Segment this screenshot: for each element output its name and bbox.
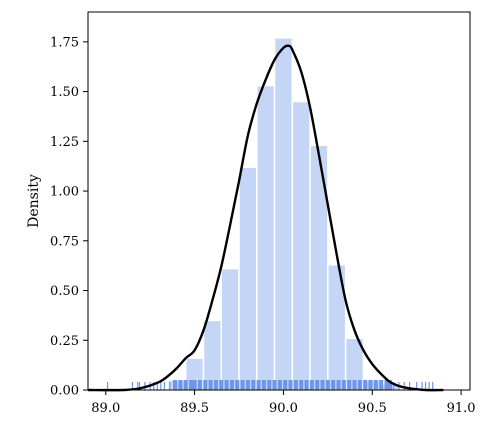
histogram-bar bbox=[291, 100, 311, 391]
histogram-bar bbox=[309, 144, 329, 391]
plot-frame bbox=[87, 11, 471, 391]
y-tick-label: 0.25 bbox=[50, 334, 79, 349]
rug-marks bbox=[106, 380, 434, 390]
histogram-bars bbox=[167, 37, 400, 391]
y-tick-label: 0.75 bbox=[50, 234, 79, 249]
y-tick-label: 1.50 bbox=[50, 85, 79, 100]
histogram-bar bbox=[202, 319, 223, 391]
y-tick-label: 0.00 bbox=[50, 384, 79, 399]
kde-curve-group bbox=[87, 44, 444, 392]
y-axis-label: Density bbox=[26, 174, 42, 228]
kde-curve bbox=[87, 44, 444, 392]
histogram-bar bbox=[220, 267, 240, 391]
histogram-bar bbox=[238, 166, 258, 391]
x-tick-label: 90.5 bbox=[358, 401, 387, 416]
histogram-bar bbox=[273, 37, 294, 391]
x-axis-ticks: 89.0 89.5 90.0 90.5 91.0 bbox=[91, 390, 476, 416]
y-axis-ticks: 0.00 0.25 0.50 0.75 1.00 1.25 1.50 1.75 bbox=[50, 35, 88, 399]
y-tick-label: 1.00 bbox=[50, 185, 79, 200]
x-tick-label: 89.0 bbox=[91, 401, 120, 416]
y-tick-label: 1.25 bbox=[50, 135, 79, 150]
x-tick-label: 89.5 bbox=[180, 401, 209, 416]
x-tick-label: 90.0 bbox=[269, 401, 298, 416]
histogram-bar bbox=[256, 84, 276, 391]
y-tick-label: 1.75 bbox=[50, 35, 79, 50]
x-tick-label: 91.0 bbox=[447, 401, 476, 416]
y-tick-label: 0.50 bbox=[50, 284, 79, 299]
